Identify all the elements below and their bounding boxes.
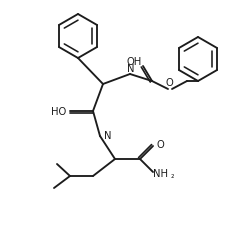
Text: HO: HO [51, 106, 67, 117]
Text: ₂: ₂ [170, 171, 174, 180]
Text: OH: OH [126, 57, 142, 67]
Text: N: N [104, 131, 112, 140]
Text: O: O [156, 139, 164, 149]
Text: NH: NH [154, 168, 168, 178]
Text: O: O [165, 78, 173, 88]
Text: N: N [127, 64, 135, 74]
